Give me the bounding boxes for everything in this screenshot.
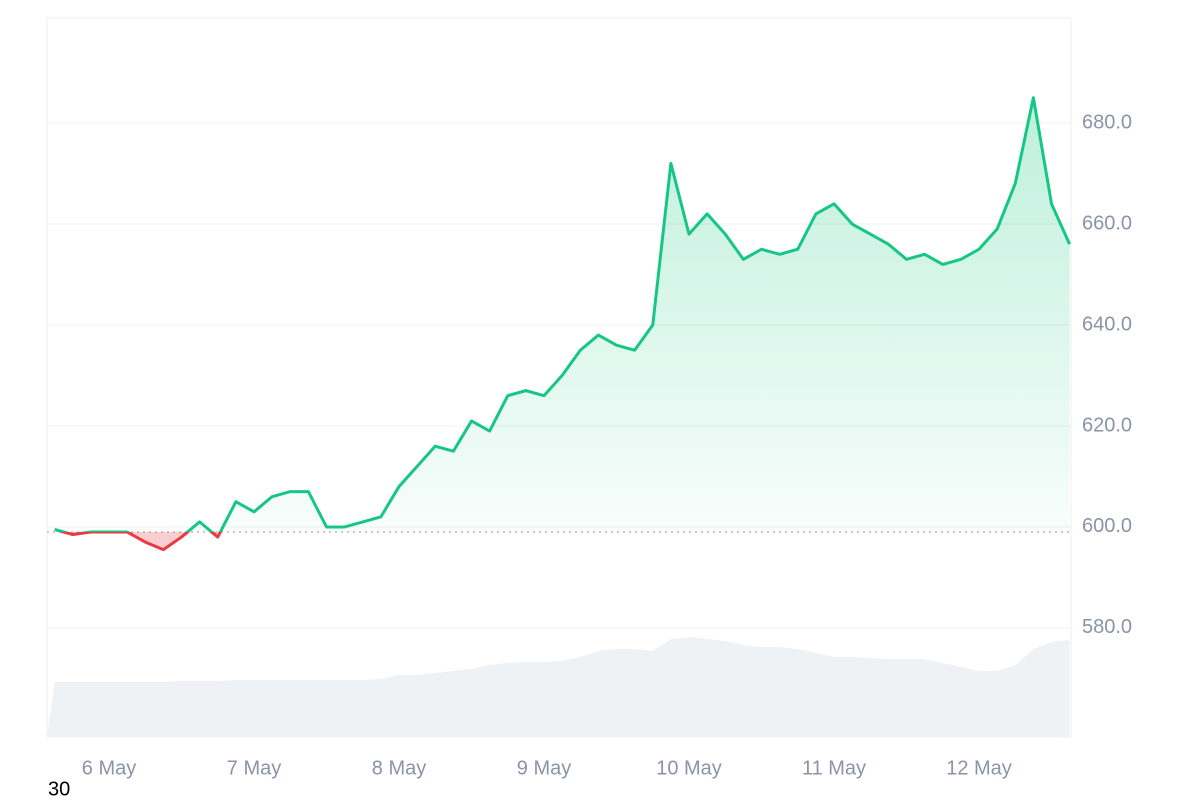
x-tick-label: 7 May	[227, 757, 281, 779]
y-tick-label: 680.0	[1082, 111, 1132, 133]
volume-area	[47, 637, 1070, 737]
x-tick-label: 12 May	[946, 757, 1012, 779]
y-tick-label: 640.0	[1082, 313, 1132, 335]
x-tick-label: 11 May	[802, 757, 866, 779]
x-tick-label: 6 May	[82, 757, 136, 779]
y-tick-label: 660.0	[1082, 212, 1132, 234]
y-tick-label: 580.0	[1082, 616, 1132, 638]
x-tick-label: 9 May	[517, 757, 571, 779]
price-line-up	[54, 96, 1071, 533]
x-tick-label: 8 May	[372, 757, 426, 779]
y-tick-label: 600.0	[1082, 515, 1132, 537]
footer-text: 30	[48, 778, 70, 800]
x-tick-label: 10 May	[656, 757, 722, 779]
up-area	[54, 97, 1070, 533]
y-tick-label: 620.0	[1082, 414, 1132, 436]
